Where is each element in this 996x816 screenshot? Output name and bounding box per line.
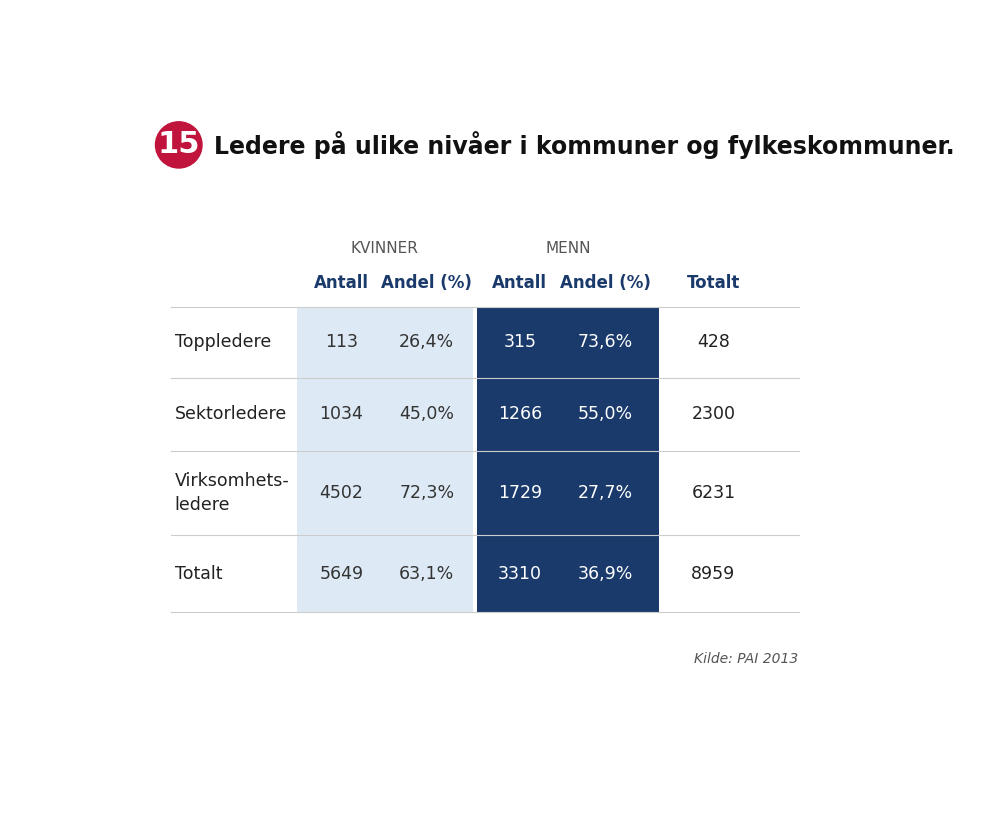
Text: 2300: 2300 — [691, 406, 735, 424]
Bar — [297, 450, 473, 535]
Bar — [477, 535, 659, 612]
Bar — [297, 535, 473, 612]
Text: 63,1%: 63,1% — [399, 565, 454, 583]
Text: 45,0%: 45,0% — [399, 406, 454, 424]
Text: 73,6%: 73,6% — [578, 334, 632, 352]
Text: 428: 428 — [697, 334, 730, 352]
Text: 4502: 4502 — [320, 484, 364, 502]
Bar — [297, 378, 473, 450]
Bar — [477, 378, 659, 450]
Bar — [477, 307, 659, 378]
Text: 1034: 1034 — [320, 406, 364, 424]
Text: 1266: 1266 — [498, 406, 542, 424]
Text: 27,7%: 27,7% — [578, 484, 632, 502]
Text: 26,4%: 26,4% — [399, 334, 454, 352]
Text: Sektorledere: Sektorledere — [175, 406, 287, 424]
Text: 6231: 6231 — [691, 484, 736, 502]
Text: Andel (%): Andel (%) — [381, 274, 472, 292]
Bar — [477, 450, 659, 535]
Text: 55,0%: 55,0% — [578, 406, 632, 424]
Text: KVINNER: KVINNER — [351, 242, 419, 256]
Text: Totalt: Totalt — [687, 274, 740, 292]
Text: 36,9%: 36,9% — [578, 565, 632, 583]
Text: 72,3%: 72,3% — [399, 484, 454, 502]
Text: 15: 15 — [157, 131, 200, 159]
Text: 1729: 1729 — [498, 484, 542, 502]
Text: Ledere på ulike nivåer i kommuner og fylkeskommuner.: Ledere på ulike nivåer i kommuner og fyl… — [213, 131, 954, 159]
Text: MENN: MENN — [546, 242, 591, 256]
Text: Totalt: Totalt — [175, 565, 222, 583]
Text: Toppledere: Toppledere — [175, 334, 271, 352]
Text: 315: 315 — [503, 334, 536, 352]
Circle shape — [155, 122, 202, 168]
Bar — [297, 307, 473, 378]
Text: 8959: 8959 — [691, 565, 736, 583]
Text: Virksomhets-
ledere: Virksomhets- ledere — [175, 472, 290, 514]
Text: 3310: 3310 — [498, 565, 542, 583]
Text: 113: 113 — [325, 334, 358, 352]
Text: Kilde: PAI 2013: Kilde: PAI 2013 — [694, 652, 799, 666]
Text: 5649: 5649 — [320, 565, 364, 583]
Text: Andel (%): Andel (%) — [560, 274, 650, 292]
Text: Antall: Antall — [314, 274, 369, 292]
Text: Antall: Antall — [492, 274, 547, 292]
